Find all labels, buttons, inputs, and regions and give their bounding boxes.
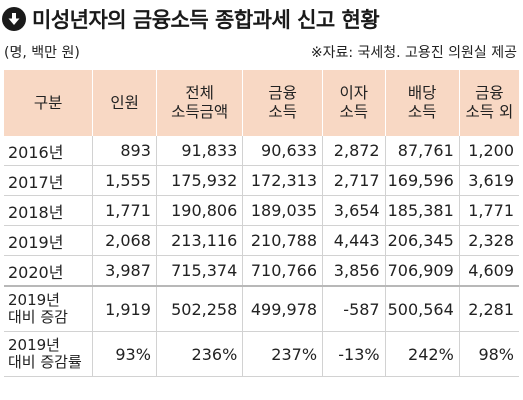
table-cell: 3,987 bbox=[92, 255, 157, 287]
table-cell: 1,919 bbox=[92, 285, 157, 332]
column-header: 금융 소득 외 bbox=[458, 70, 519, 136]
column-header: 금융 소득 bbox=[242, 70, 323, 136]
row-label: 2020년 bbox=[4, 255, 93, 287]
table-cell: 893 bbox=[92, 136, 157, 166]
table-cell: 3,619 bbox=[458, 165, 519, 196]
table-cell: 4,609 bbox=[458, 255, 519, 287]
table-cell: 91,833 bbox=[155, 136, 243, 166]
table-cell: 213,116 bbox=[155, 225, 243, 256]
table-row: 2019년 2,068 213,116 210,788 4,443 206,345 2,32… bbox=[4, 225, 519, 256]
table-cell: 2,872 bbox=[322, 136, 386, 166]
table-cell: 4,443 bbox=[322, 225, 386, 256]
table-cell: 2,328 bbox=[458, 225, 519, 256]
row-label: 2019년 bbox=[4, 225, 93, 256]
table-cell: 3,654 bbox=[322, 195, 386, 226]
row-label: 2019년 대비 증감 bbox=[4, 285, 93, 332]
table-cell: -587 bbox=[322, 285, 386, 332]
table-cell: 710,766 bbox=[242, 255, 323, 287]
table-cell: 1,200 bbox=[458, 136, 519, 166]
table-cell: 242% bbox=[384, 331, 460, 377]
table-cell: 98% bbox=[458, 331, 519, 377]
table-cell: 93% bbox=[92, 331, 157, 377]
unit-label: (명, 백만 원) bbox=[4, 45, 80, 61]
table-cell: 169,596 bbox=[384, 165, 460, 196]
page-title: 미성년자의 금융소득 종합과세 신고 현황 bbox=[32, 8, 380, 32]
table-cell: 190,806 bbox=[155, 195, 243, 226]
source-note: ※자료: 국세청. 고용진 의원실 제공 bbox=[310, 45, 517, 61]
table-cell: 237% bbox=[242, 331, 323, 377]
row-label: 2018년 bbox=[4, 195, 93, 226]
table-cell: 189,035 bbox=[242, 195, 323, 226]
table-body: 2016년 893 91,833 90,633 2,872 87,761 1,200 2017… bbox=[4, 136, 519, 377]
table-cell: 502,258 bbox=[155, 285, 243, 332]
table-cell: 206,345 bbox=[384, 225, 460, 256]
table-cell: 172,313 bbox=[242, 165, 323, 196]
table-cell: 706,909 bbox=[384, 255, 460, 287]
table-cell: 499,978 bbox=[242, 285, 323, 332]
subtitle-row: (명, 백만 원) ※자료: 국세청. 고용진 의원실 제공 bbox=[4, 40, 517, 62]
table-row: 2017년 1,555 175,932 172,313 2,717 169,596 3,61… bbox=[4, 165, 519, 196]
table-cell: -13% bbox=[322, 331, 386, 377]
table-cell: 715,374 bbox=[155, 255, 243, 287]
data-table: 구분 인원 전체 소득금액 금융 소득 이자 소득 배당 소득 금융 소득 외 2016년 8… bbox=[4, 70, 519, 377]
title-row: 미성년자의 금융소득 종합과세 신고 현황 bbox=[2, 2, 380, 36]
table-cell: 87,761 bbox=[384, 136, 460, 166]
row-label: 2017년 bbox=[4, 165, 93, 196]
table-cell: 210,788 bbox=[242, 225, 323, 256]
table-cell: 2,717 bbox=[322, 165, 386, 196]
table-cell: 236% bbox=[155, 331, 243, 377]
table-row: 2016년 893 91,833 90,633 2,872 87,761 1,200 bbox=[4, 136, 519, 166]
column-header: 배당 소득 bbox=[384, 70, 460, 136]
table-cell: 2,068 bbox=[92, 225, 157, 256]
table-cell: 1,771 bbox=[92, 195, 157, 226]
table-cell: 3,856 bbox=[322, 255, 386, 287]
table-row: 2019년 대비 증감 1,919 502,258 499,978 -587 500,56… bbox=[4, 285, 519, 332]
column-header: 전체 소득금액 bbox=[155, 70, 243, 136]
table-cell: 2,281 bbox=[458, 285, 519, 332]
arrow-down-circle-icon bbox=[2, 7, 26, 31]
table-row: 2018년 1,771 190,806 189,035 3,654 185,381 1,77… bbox=[4, 195, 519, 226]
column-header: 이자 소득 bbox=[322, 70, 386, 136]
row-label: 2016년 bbox=[4, 136, 93, 166]
table-row: 2019년 대비 증감률 93% 236% 237% -13% 242% 98% bbox=[4, 331, 519, 377]
column-header: 인원 bbox=[92, 70, 157, 136]
table-cell: 175,932 bbox=[155, 165, 243, 196]
table-cell: 1,771 bbox=[458, 195, 519, 226]
table-header-row: 구분 인원 전체 소득금액 금융 소득 이자 소득 배당 소득 금융 소득 외 bbox=[4, 70, 519, 136]
table-cell: 90,633 bbox=[242, 136, 323, 166]
row-label: 2019년 대비 증감률 bbox=[4, 331, 93, 377]
table-cell: 500,564 bbox=[384, 285, 460, 332]
column-header: 구분 bbox=[4, 70, 93, 136]
table-row: 2020년 3,987 715,374 710,766 3,856 706,909 4,60… bbox=[4, 255, 519, 287]
table-cell: 1,555 bbox=[92, 165, 157, 196]
table-cell: 185,381 bbox=[384, 195, 460, 226]
